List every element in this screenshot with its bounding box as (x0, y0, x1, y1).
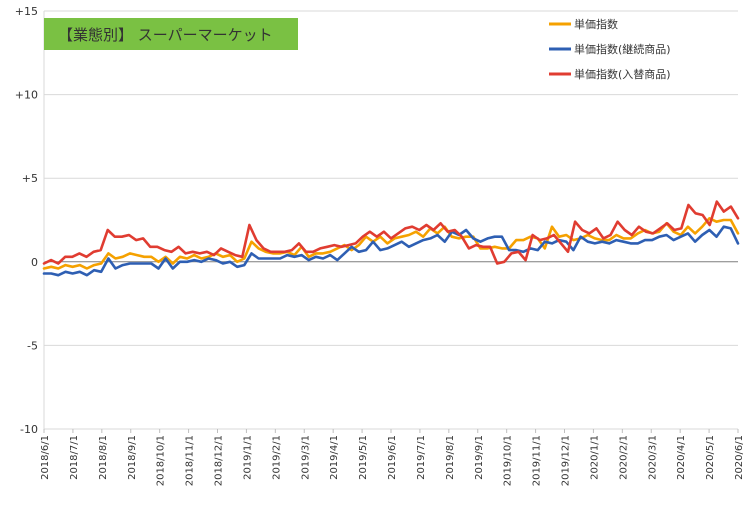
x-tick-label: 2018/11/1 (185, 435, 196, 486)
x-tick-label: 2019/8/1 (445, 435, 456, 480)
series-lines (42, 200, 740, 277)
x-tick-label: 2019/3/1 (300, 435, 311, 480)
series-line-0 (42, 217, 740, 270)
x-tick-label: 2018/10/1 (156, 435, 167, 486)
x-tick-label: 2019/4/1 (329, 435, 340, 480)
x-tick-label: 2018/12/1 (214, 435, 225, 486)
x-tick-label: 2019/12/1 (561, 435, 572, 486)
x-tick-label: 2018/7/1 (69, 435, 80, 480)
x-tick-label: 2018/9/1 (127, 435, 138, 480)
series-line-2 (42, 200, 740, 265)
x-tick-label: 2020/2/1 (618, 435, 629, 480)
chart-title: 【業態別】 スーパーマーケット (58, 26, 273, 44)
x-tick-label: 2019/11/1 (532, 435, 543, 486)
chart-title-box: 【業態別】 スーパーマーケット (44, 18, 298, 50)
x-tick-label: 2018/8/1 (98, 435, 109, 480)
x-tick-label: 2018/6/1 (40, 435, 51, 480)
y-tick-label: 0 (31, 256, 38, 269)
y-tick-label: -5 (27, 339, 38, 352)
legend-label: 単価指数(継続商品) (574, 42, 671, 56)
y-tick-label: +10 (15, 89, 38, 102)
x-tick-label: 2020/1/1 (589, 435, 600, 480)
x-tick-label: 2019/10/1 (503, 435, 514, 486)
x-tick-label: 2019/5/1 (358, 435, 369, 480)
x-tick-label: 2019/6/1 (387, 435, 398, 480)
series-line-1 (42, 225, 740, 277)
x-tick-label: 2020/6/1 (734, 435, 743, 480)
y-tick-label: +15 (15, 5, 38, 18)
chart-title-background (44, 18, 298, 50)
x-tick-label: 2020/5/1 (705, 435, 716, 480)
x-tick-label: 2019/1/1 (242, 435, 253, 480)
legend-label: 単価指数 (574, 17, 618, 31)
y-tick-label: +5 (22, 172, 38, 185)
x-tick-label: 2019/9/1 (474, 435, 485, 480)
y-tick-label: -10 (20, 423, 38, 436)
x-tick-label: 2020/3/1 (647, 435, 658, 480)
x-tick-label: 2019/2/1 (271, 435, 282, 480)
x-tick-label: 2019/7/1 (416, 435, 427, 480)
legend-label: 単価指数(入替商品) (574, 67, 671, 81)
x-tick-label: 2020/4/1 (676, 435, 687, 480)
